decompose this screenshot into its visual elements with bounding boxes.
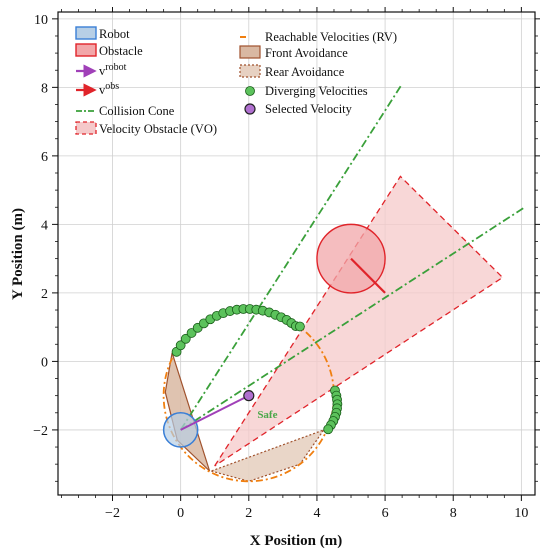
x-tick-label: 0 [177,506,184,521]
legend-rv-label: Reachable Velocities (RV) [265,30,397,44]
x-axis-label: X Position (m) [250,533,343,549]
y-tick-label: 10 [34,13,48,28]
y-tick-label: 2 [41,287,48,302]
legend-obstacle-label: Obstacle [99,44,143,58]
x-tick-label: 6 [382,506,389,521]
selected-velocity-point [243,390,255,402]
y-tick-label: −2 [33,424,48,439]
legend-v-robot-label: vrobot [99,62,127,78]
legend-robot-label: Robot [99,27,130,41]
robot-circle [162,412,199,448]
x-tick-label: 4 [313,506,320,521]
legend-v-obs-label-sup: obs [105,81,119,92]
x-tick-label: −2 [105,506,120,521]
diverging-velocity-point [175,340,186,351]
x-tick-label: 8 [450,506,457,521]
legend-diverging-swatch [245,86,255,96]
diverging-velocity-point [180,333,191,344]
legend-selected-label: Selected Velocity [265,102,353,116]
velocity-obstacle-region [214,175,504,467]
legend-v-robot-label-sup: robot [105,62,126,73]
x-tick-label: 2 [245,506,252,521]
legend-collision-cone-label: Collision Cone [99,104,175,118]
plot-frame [57,11,536,496]
v-robot-arrow [180,394,250,431]
collision-cone-edge [179,83,403,431]
safe-annotation: Safe [257,409,277,421]
legend-front-swatch [239,45,261,59]
legend-selected-swatch [244,103,256,115]
y-tick-label: 6 [41,150,48,165]
y-axis-label: Y Position (m) [10,208,26,300]
legend-vo-swatch [75,121,97,135]
x-tick-label: 10 [514,506,528,521]
legend-obstacle-swatch [75,43,97,57]
legend-rear-swatch [239,64,261,78]
legend-diverging-label: Diverging Velocities [265,84,368,98]
plot-area: Safe [162,83,526,483]
y-tick-label: 8 [41,81,48,96]
y-tick-label: 4 [41,218,48,233]
legend-front-label: Front Avoidance [265,46,348,60]
front-avoidance-region [164,352,211,472]
axis-ticks: −2 0 2 4 6 8 10 −2 0 2 4 6 8 10 [33,7,540,521]
legend-vo-label: Velocity Obstacle (VO) [99,122,217,136]
diverging-velocity-point [295,321,305,332]
legend-v-obs-label: vobs [99,81,119,97]
legend-robot-swatch [75,26,97,40]
diverging-velocity-point [323,424,334,435]
v-obs-arrow [350,257,386,294]
legend-v-robot-label-base: v [99,64,106,78]
y-tick-label: 0 [41,355,48,370]
legend-v-obs-label-base: v [99,83,106,97]
collision-cone-edge [180,206,526,431]
legend-rear-label: Rear Avoidance [265,65,345,79]
